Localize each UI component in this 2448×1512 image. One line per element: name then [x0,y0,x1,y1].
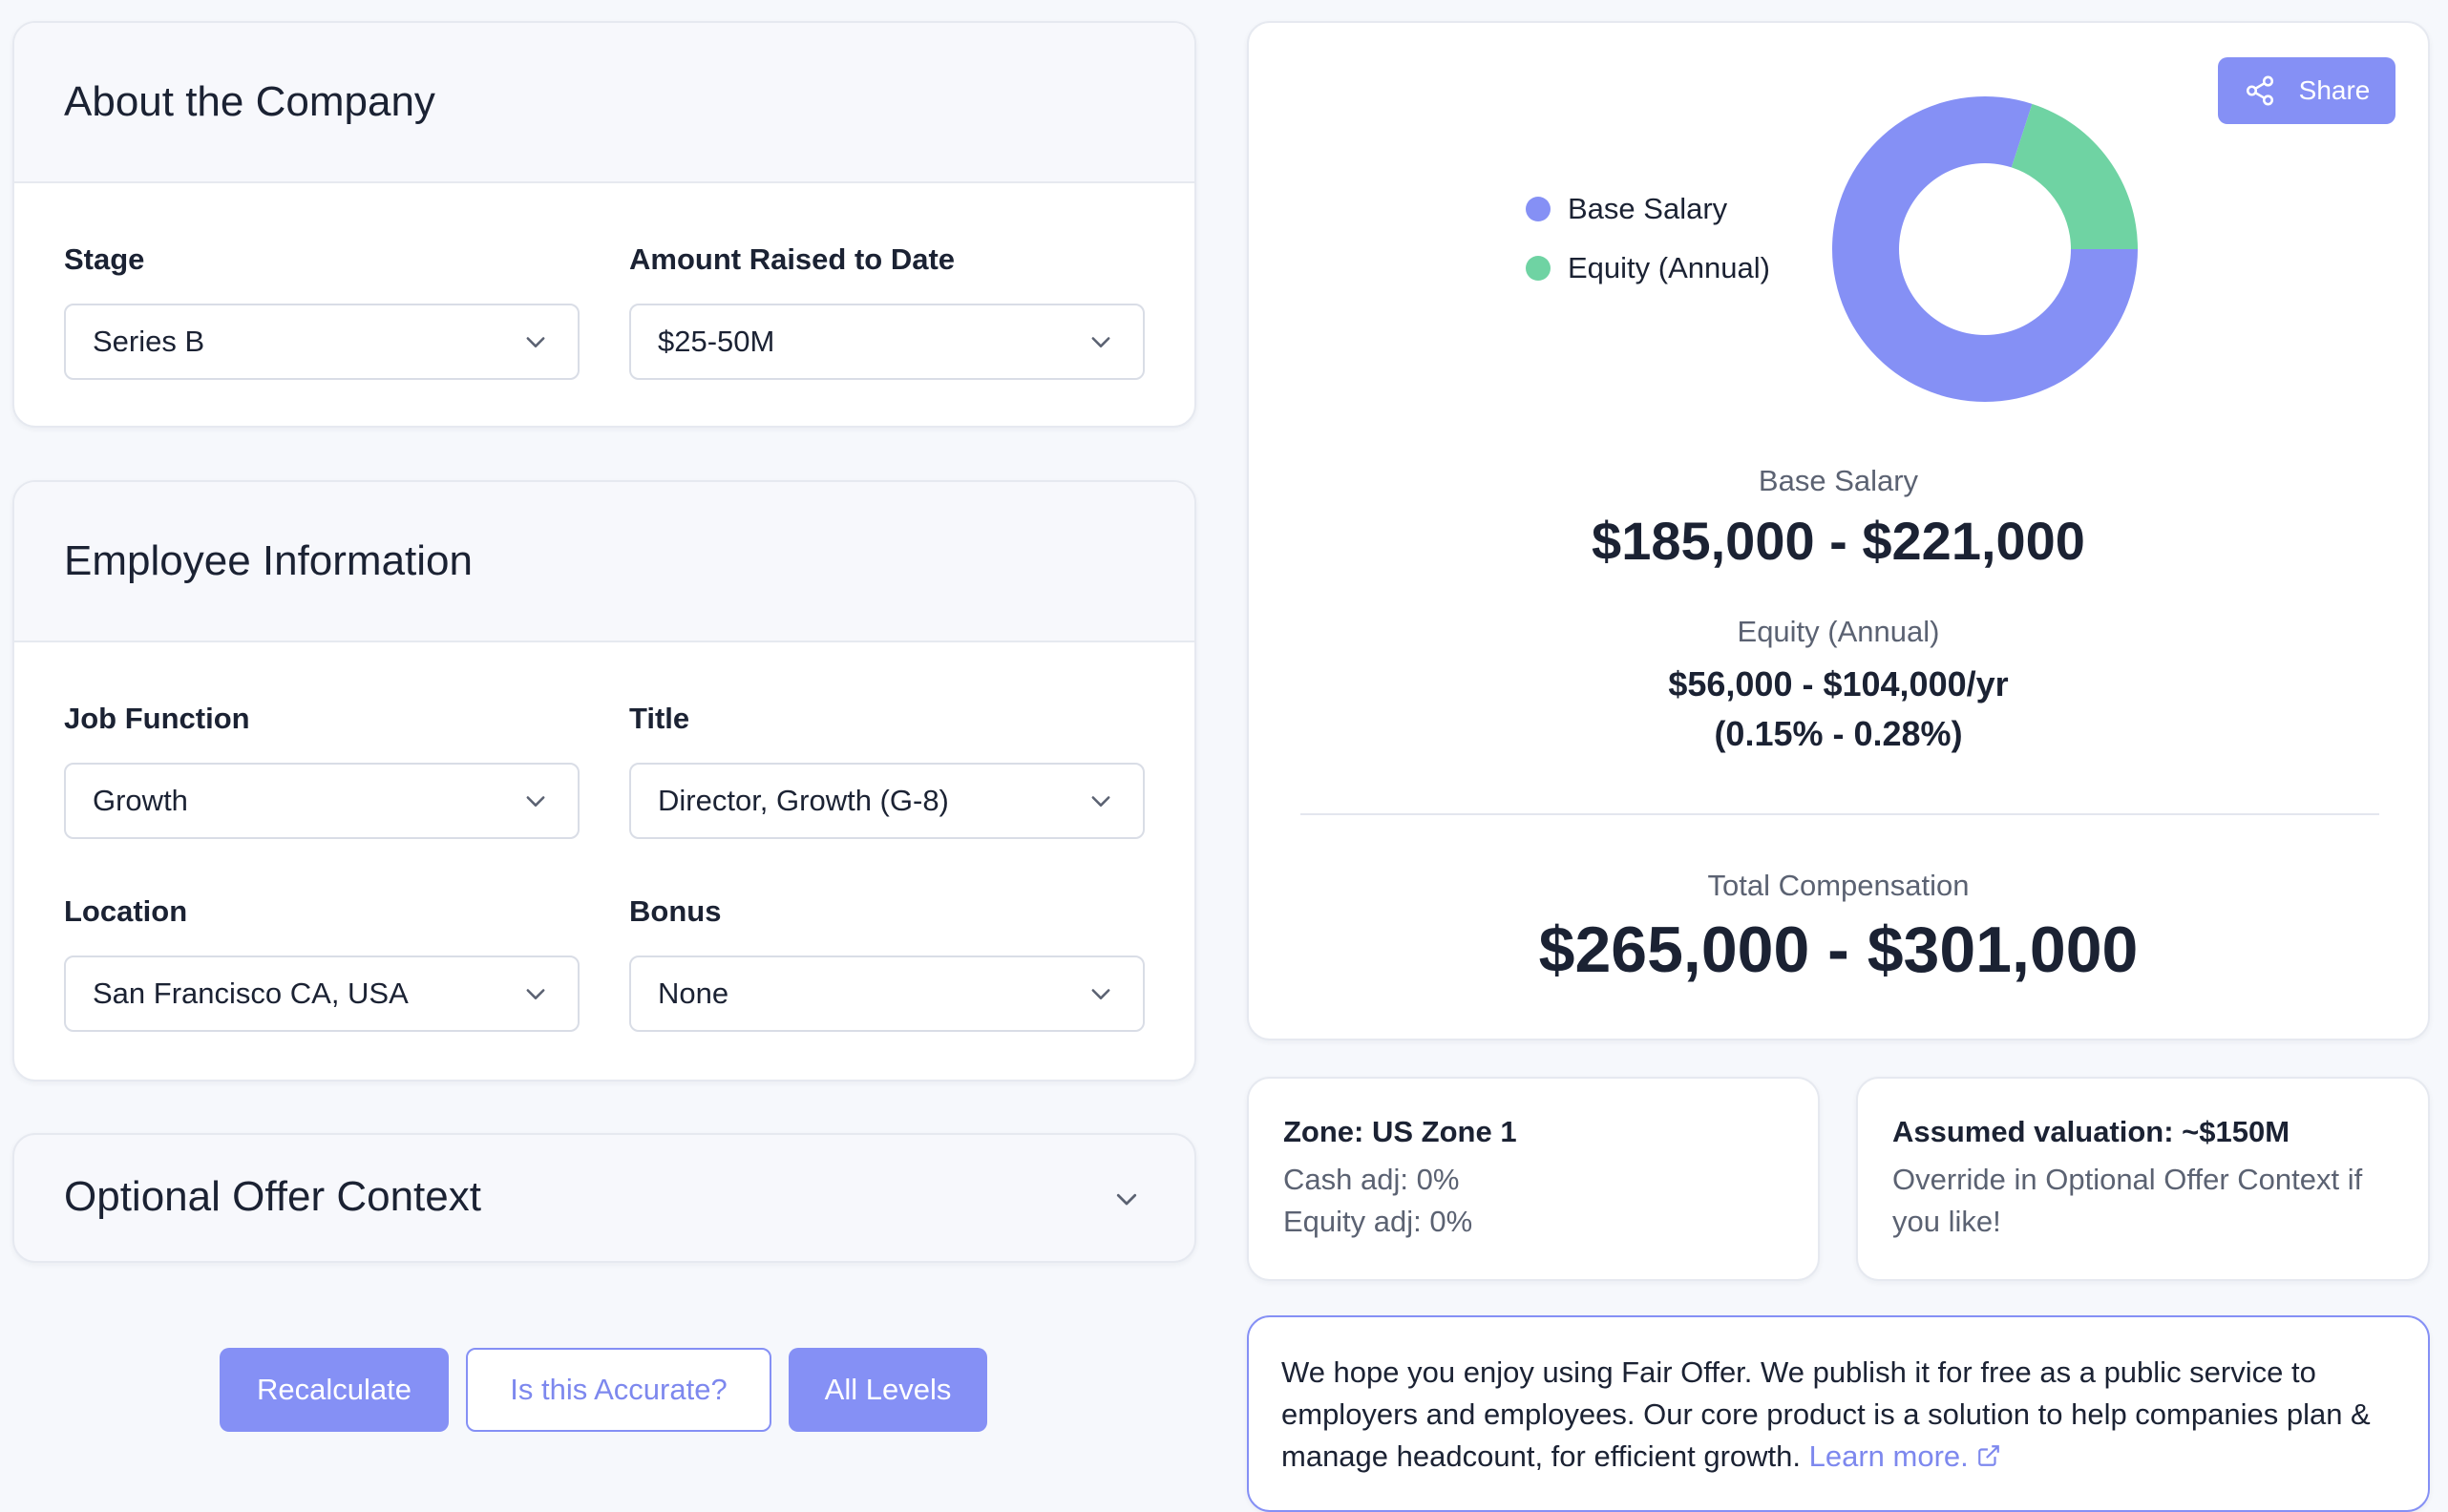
legend-label-equity: Equity (Annual) [1568,251,1770,284]
job-function-label: Job Function [64,702,250,735]
chevron-down-icon [526,337,545,347]
learn-more-link[interactable]: Learn more. [1809,1439,2002,1473]
footer-message: We hope you enjoy using Fair Offer. We p… [1281,1352,2395,1478]
chevron-down-icon [1091,796,1110,807]
stage-label: Stage [64,242,145,276]
chevron-down-icon [526,796,545,807]
employee-card: Employee Information Job Function Growth… [12,480,1196,1082]
company-card: About the Company Stage Series B Amount … [12,21,1196,428]
legend-label-base: Base Salary [1568,192,1728,225]
results-card: Share Base Salary Equity (Annual) Base S… [1247,21,2430,1040]
legend-dot-equity [1526,256,1551,281]
stage-select[interactable]: Series B [64,304,580,380]
legend-item-base: Base Salary [1526,192,1727,226]
footer-message-card: We hope you enjoy using Fair Offer. We p… [1247,1315,2430,1512]
valuation-title: Assumed valuation: ~$150M [1892,1115,2290,1148]
footer-message-text: We hope you enjoy using Fair Offer. We p… [1281,1355,2371,1473]
legend-item-equity: Equity (Annual) [1526,251,1770,285]
stage-select-value: Series B [93,325,205,358]
optional-context-title: Optional Offer Context [64,1173,481,1220]
employee-card-header: Employee Information [14,482,1194,642]
share-label: Share [2298,75,2371,105]
all-levels-button[interactable]: All Levels [789,1348,987,1432]
title-label: Title [629,702,690,735]
total-comp-value: $265,000 - $301,000 [1538,914,2139,986]
total-comp-label: Total Compensation [1707,869,1970,902]
bonus-select[interactable]: None [629,956,1145,1032]
equity-percent: (0.15% - 0.28%) [1714,714,1963,753]
location-select[interactable]: San Francisco CA, USA [64,956,580,1032]
valuation-note: Override in Optional Offer Context if yo… [1892,1163,2363,1238]
base-salary-label: Base Salary [1758,464,1919,497]
bonus-label: Bonus [629,894,722,928]
employee-card-title: Employee Information [64,537,473,584]
donut-segment-base [1832,95,2138,402]
valuation-card: Assumed valuation: ~$150M Override in Op… [1856,1077,2430,1281]
compensation-donut-chart [1832,95,2138,402]
donut-segment-equity [2011,103,2138,249]
job-function-value: Growth [93,784,188,817]
company-card-header: About the Company [14,23,1194,183]
optional-context-card[interactable]: Optional Offer Context [12,1133,1196,1263]
equity-label: Equity (Annual) [1737,615,1940,648]
title-value: Director, Growth (G-8) [658,784,949,817]
chevron-down-icon[interactable] [1112,1185,1141,1213]
zone-equity-adj: Equity adj: 0% [1283,1205,1473,1238]
raised-select-value: $25-50M [658,325,775,358]
share-button[interactable]: Share [2218,57,2395,124]
job-function-select[interactable]: Growth [64,763,580,839]
company-card-title: About the Company [64,78,435,125]
legend-dot-base [1526,197,1551,221]
zone-title: Zone: US Zone 1 [1283,1115,1517,1148]
raised-label: Amount Raised to Date [629,242,956,276]
chevron-down-icon [1091,989,1110,999]
location-label: Location [64,894,188,928]
location-value: San Francisco CA, USA [93,976,409,1010]
zone-card: Zone: US Zone 1 Cash adj: 0% Equity adj:… [1247,1077,1820,1281]
equity-value: $56,000 - $104,000/yr [1668,664,2009,704]
base-salary-value: $185,000 - $221,000 [1592,511,2085,571]
chevron-down-icon [1091,337,1110,347]
zone-cash-adj: Cash adj: 0% [1283,1163,1460,1196]
recalculate-button[interactable]: Recalculate [220,1348,449,1432]
external-link-icon [1978,1445,2000,1466]
share-icon [2246,75,2273,106]
accuracy-button[interactable]: Is this Accurate? [466,1348,771,1432]
bonus-value: None [658,976,729,1010]
results-divider [1300,813,2379,815]
learn-more-label: Learn more. [1808,1439,1969,1473]
chevron-down-icon [526,989,545,999]
raised-select[interactable]: $25-50M [629,304,1145,380]
title-select[interactable]: Director, Growth (G-8) [629,763,1145,839]
